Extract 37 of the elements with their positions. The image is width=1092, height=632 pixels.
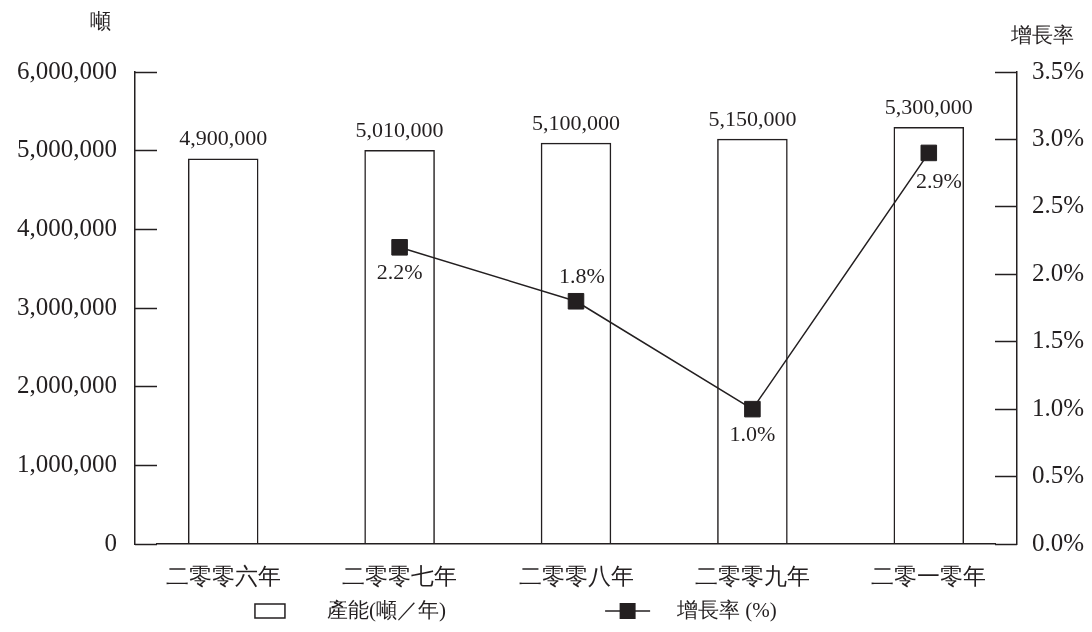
legend-label: 產能(噸／年)	[326, 597, 446, 622]
y-tick-label: 1,000,000	[17, 449, 117, 477]
x-tick-label: 二零零七年	[342, 563, 458, 589]
y2-tick-label: 0.0%	[1032, 528, 1085, 556]
x-tick-label: 二零零八年	[518, 563, 634, 589]
data-label: 5,010,000	[355, 116, 444, 142]
y2-tick-label: 3.0%	[1032, 123, 1085, 151]
y2-axis-title: 增長率	[1009, 22, 1074, 47]
data-label: 5,100,000	[532, 109, 620, 135]
y-tick-label: 4,000,000	[17, 213, 117, 241]
data-label: 5,150,000	[708, 105, 797, 131]
legend-label: 增長率 (%)	[676, 597, 777, 622]
x-tick-label: 二零零六年	[165, 563, 281, 589]
y2-tick-label: 1.5%	[1032, 326, 1085, 354]
data-label: 2.9%	[915, 167, 962, 193]
y-tick-label: 0	[104, 528, 117, 556]
point	[391, 239, 408, 256]
y-tick-label: 3,000,000	[17, 292, 117, 320]
point	[920, 144, 938, 162]
point	[567, 292, 585, 310]
y-tick-label: 6,000,000	[17, 56, 117, 84]
y-tick-label: 5,000,000	[17, 135, 117, 163]
point	[744, 400, 761, 418]
x-tick-label: 二零一零年	[871, 563, 987, 589]
y-tick-label: 2,000,000	[17, 371, 117, 399]
data-label: 1.8%	[559, 263, 605, 289]
data-label: 2.2%	[376, 259, 423, 285]
data-label: 5,300,000	[884, 93, 973, 119]
y-axis-title: 噸	[89, 8, 111, 33]
y2-tick-label: 3.5%	[1032, 56, 1085, 84]
y2-tick-label: 2.5%	[1032, 191, 1085, 219]
y2-tick-label: 2.0%	[1032, 258, 1085, 286]
y2-tick-label: 0.5%	[1032, 461, 1085, 489]
x-tick-label: 二零零九年	[694, 563, 810, 589]
data-label: 1.0%	[729, 420, 776, 446]
data-label: 4,900,000	[179, 125, 268, 151]
y2-tick-label: 1.0%	[1032, 393, 1085, 421]
